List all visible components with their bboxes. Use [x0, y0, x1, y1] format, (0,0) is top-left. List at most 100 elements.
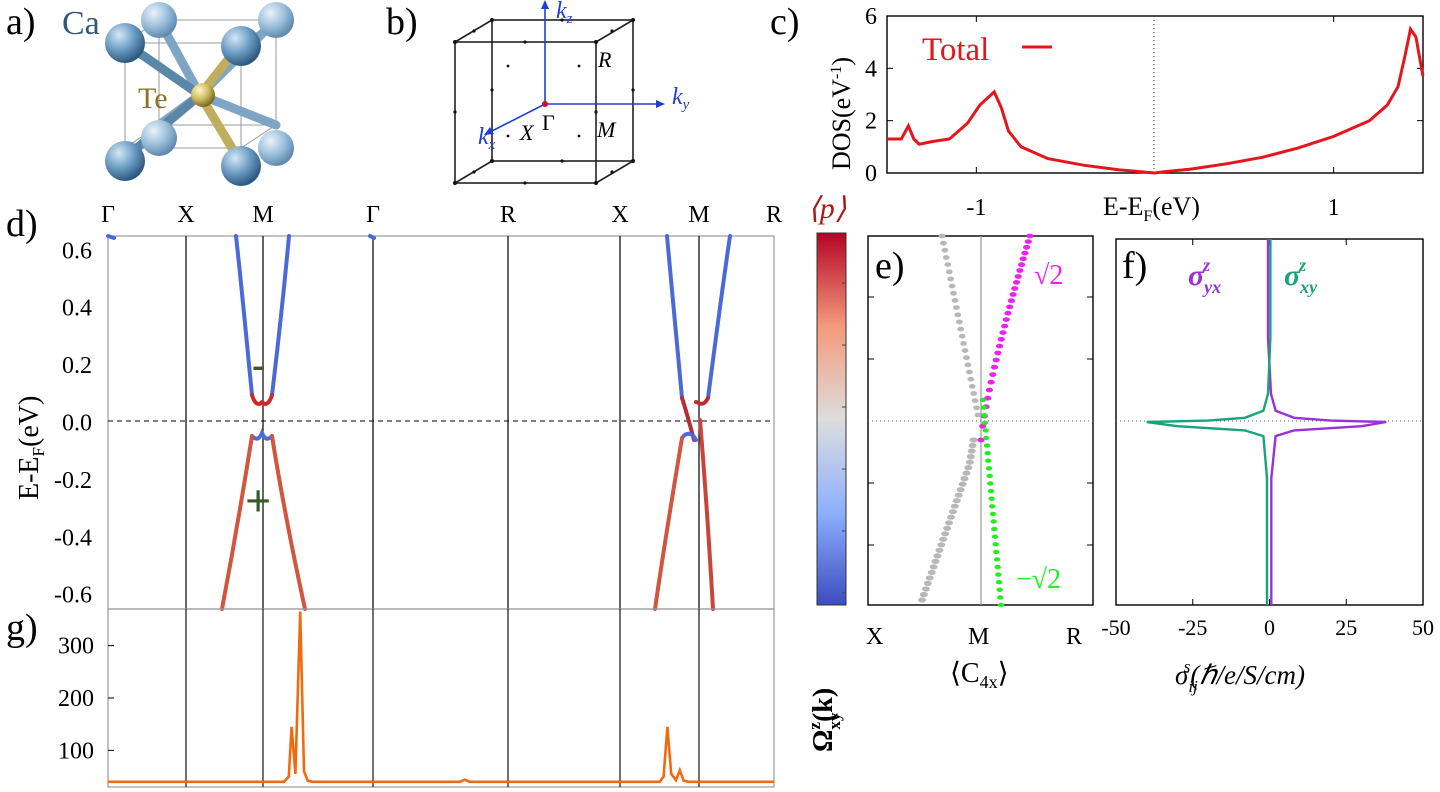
e-point-magenta	[1002, 317, 1010, 322]
e-point-gray	[954, 492, 963, 498]
ca-atom	[221, 146, 261, 186]
f-x-axis-label: σijs(ℏ/e/S/cm)	[1175, 657, 1305, 696]
band-val-tip-2	[680, 431, 698, 442]
band-y-tick-label: 0.6	[62, 238, 92, 264]
band-path-label: R	[766, 202, 782, 228]
e-point-gray	[957, 326, 965, 332]
e-point-gray	[947, 514, 955, 520]
band-cond-right-1	[270, 234, 291, 397]
f-x-ticks: -50 -25 0 25 50	[1101, 239, 1434, 640]
g-y-ticks: 100 200 300	[58, 634, 114, 764]
panel-f: -50 -25 0 25 50 f) σyxz σxyz σijs(ℏ/e/S/cm)	[1101, 238, 1434, 696]
band-cond-left-1	[234, 234, 254, 397]
e-point-gray	[955, 319, 963, 325]
ca-atom	[141, 120, 177, 156]
e-point-magenta	[989, 372, 997, 377]
e-tick-R: R	[1066, 624, 1082, 650]
e-point-green	[987, 488, 995, 494]
e-gray-points	[918, 233, 982, 603]
e-point-gray	[950, 503, 959, 509]
g-berry-curvature-line	[108, 611, 774, 784]
bz-axes	[484, 0, 665, 135]
e-point-green	[983, 435, 990, 441]
colorbar-ticks	[842, 282, 846, 594]
f-sigma-yx-line	[1266, 239, 1387, 605]
band-path-label: M	[252, 202, 273, 228]
e-point-gray	[941, 531, 950, 537]
e-point-gray	[965, 459, 974, 465]
e-tick-M: M	[968, 624, 989, 650]
e-point-gray	[918, 597, 926, 603]
e-point-gray	[953, 305, 960, 310]
dos-y-tick-label: 2	[865, 109, 877, 135]
atom-label-ca: Ca	[62, 5, 100, 42]
e-point-magenta	[985, 387, 994, 393]
panel-a: a) Ca Te	[6, 1, 294, 186]
e-point-gray	[967, 376, 975, 382]
e-point-gray	[971, 398, 979, 404]
e-annotation-neg-sqrt2: −√2	[1016, 564, 1061, 595]
e-point-magenta	[1014, 274, 1022, 279]
band-path-label: R	[500, 202, 516, 228]
e-point-green	[989, 504, 996, 509]
e-point-gray	[966, 454, 975, 460]
e-point-gray	[958, 333, 966, 339]
e-point-magenta	[1001, 323, 1009, 329]
e-point-green	[989, 511, 997, 517]
e-point-green	[988, 496, 995, 501]
e-point-magenta	[992, 357, 1000, 363]
e-point-green	[983, 443, 991, 448]
e-point-gray	[940, 240, 947, 246]
band-y-tick-label: -0.4	[54, 525, 92, 551]
e-point-gray	[950, 290, 957, 296]
band-cross-2b	[694, 396, 710, 406]
dos-x-tick-label: -1	[966, 195, 986, 221]
f-x-tick-label: -25	[1178, 615, 1207, 640]
e-point-green	[982, 428, 989, 433]
e-point-gray	[948, 283, 956, 289]
e-point-magenta	[997, 336, 1005, 342]
e-point-gray	[974, 412, 982, 418]
e-point-magenta	[1019, 256, 1027, 262]
e-point-green	[992, 542, 999, 547]
e-point-gray	[933, 553, 942, 559]
band-path-label: Γ	[101, 202, 115, 228]
e-point-magenta	[1023, 244, 1031, 250]
f-legend-sigma-xy: σxyz	[1284, 255, 1318, 297]
band-val-left-2	[653, 436, 684, 611]
g-y-tick-label: 100	[58, 738, 94, 764]
panel-label-g: g)	[6, 607, 38, 649]
dos-x-ticks: -1 1	[966, 16, 1340, 221]
colorbar-label: ⟨p⟩	[808, 192, 847, 225]
band-y-tick-label: 0.2	[62, 353, 92, 379]
e-point-gray	[938, 233, 946, 239]
e-point-green	[995, 572, 1002, 577]
e-point-gray	[935, 547, 944, 553]
e-point-gray	[923, 580, 932, 587]
e-point-gray	[945, 269, 953, 275]
f-sigma-xy-line	[1146, 239, 1272, 605]
dos-y-tick-label: 6	[865, 4, 877, 30]
kz-label: kz	[556, 0, 573, 27]
dos-total-line	[887, 25, 1425, 175]
e-point-gray	[947, 276, 954, 282]
e-point-gray	[954, 312, 962, 318]
panel-c: c) 0 2 4 6 -1 1 Total DOS(eV-1) E-EF(eV)	[770, 1, 1425, 225]
e-point-gray	[958, 481, 967, 487]
panel-label-f: f)	[1122, 245, 1147, 287]
g-y-tick-label: 200	[58, 686, 94, 712]
e-point-green	[984, 450, 991, 456]
panel-g: g) 100 200 300 Ωxyz(k)	[6, 607, 844, 788]
e-point-magenta	[1016, 268, 1024, 273]
g-y-tick-label: 300	[58, 634, 94, 660]
e-point-gray	[968, 442, 977, 449]
e-point-gray	[964, 362, 972, 368]
e-point-gray	[929, 564, 938, 570]
e-point-gray	[963, 355, 970, 361]
e-point-gray	[931, 558, 940, 565]
ca-atom	[258, 2, 294, 38]
g-frame	[107, 608, 775, 788]
band-path-label: M	[688, 202, 709, 228]
e-point-green	[981, 413, 988, 418]
